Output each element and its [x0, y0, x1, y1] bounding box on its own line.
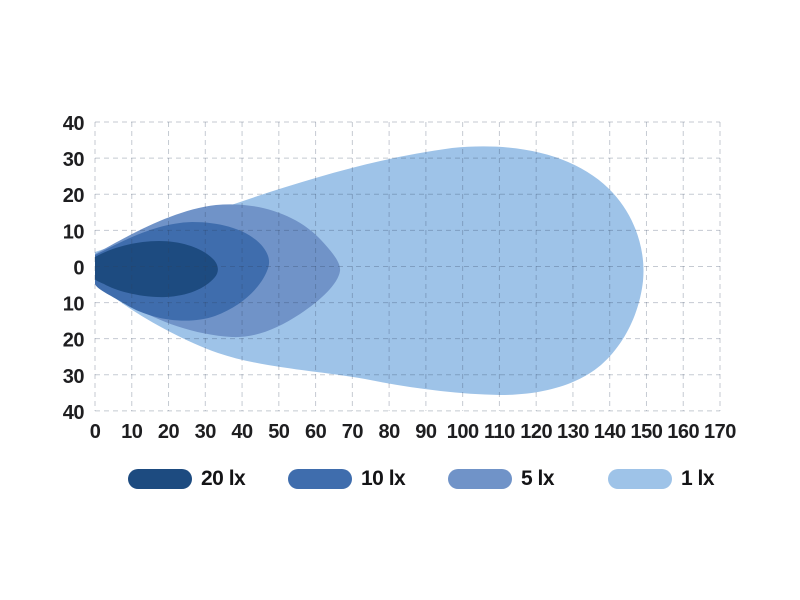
x-tick-label: 110	[484, 421, 515, 443]
x-tick-label: 30	[195, 421, 217, 443]
x-tick-label: 170	[704, 421, 736, 443]
x-tick-label: 120	[520, 421, 552, 443]
x-tick-label: 80	[378, 421, 400, 443]
y-tick-label: 10	[63, 294, 85, 316]
legend-label-10lx: 10 lx	[361, 467, 406, 490]
x-tick-label: 50	[268, 421, 290, 443]
y-tick-label: 30	[63, 366, 85, 388]
legend-item-5lx: 5 lx	[448, 467, 608, 491]
x-tick-label: 140	[594, 421, 626, 443]
x-tick-label: 10	[121, 421, 143, 443]
y-tick-label: 10	[63, 221, 85, 243]
y-tick-label: 20	[63, 330, 85, 352]
legend-swatch-10lx	[288, 469, 352, 489]
x-tick-label: 130	[557, 421, 589, 443]
legend-label-1lx: 1 lx	[681, 467, 715, 490]
legend-item-10lx: 10 lx	[288, 467, 448, 491]
axis-tick-labels: 0 10 20 30 40 50 60 70 80 90 100 110 120 130 140 150 160…	[63, 113, 737, 443]
legend-label-20lx: 20 lx	[201, 467, 246, 490]
x-tick-label: 20	[158, 421, 180, 443]
y-tick-label: 20	[63, 185, 85, 207]
legend-swatch-1lx	[608, 469, 672, 489]
x-tick-label: 160	[667, 421, 699, 443]
x-tick-label: 0	[90, 421, 101, 443]
legend-item-20lx: 20 lx	[128, 467, 288, 491]
x-tick-label: 70	[342, 421, 364, 443]
legend-swatch-5lx	[448, 469, 512, 489]
isolux-region-20lx	[95, 241, 218, 298]
x-tick-label: 100	[447, 421, 479, 443]
legend-swatch-20lx	[128, 469, 192, 489]
legend-label-5lx: 5 lx	[521, 467, 555, 490]
legend-item-1lx: 1 lx	[608, 467, 768, 491]
grid-lines	[94, 121, 721, 412]
isolux-regions	[95, 146, 644, 395]
y-tick-label: 40	[63, 113, 85, 135]
x-tick-label: 60	[305, 421, 327, 443]
x-tick-label: 40	[231, 421, 253, 443]
y-tick-label: 40	[63, 402, 85, 424]
x-tick-label: 90	[415, 421, 437, 443]
chart-plot: 0 10 20 30 40 50 60 70 80 90 100 110 120 130 140 150 160…	[63, 113, 737, 443]
y-tick-label: 0	[73, 257, 84, 279]
x-tick-label: 150	[631, 421, 663, 443]
legend: 20 lx 10 lx 5 lx 1 lx	[0, 459, 800, 499]
y-tick-label: 30	[63, 149, 85, 171]
